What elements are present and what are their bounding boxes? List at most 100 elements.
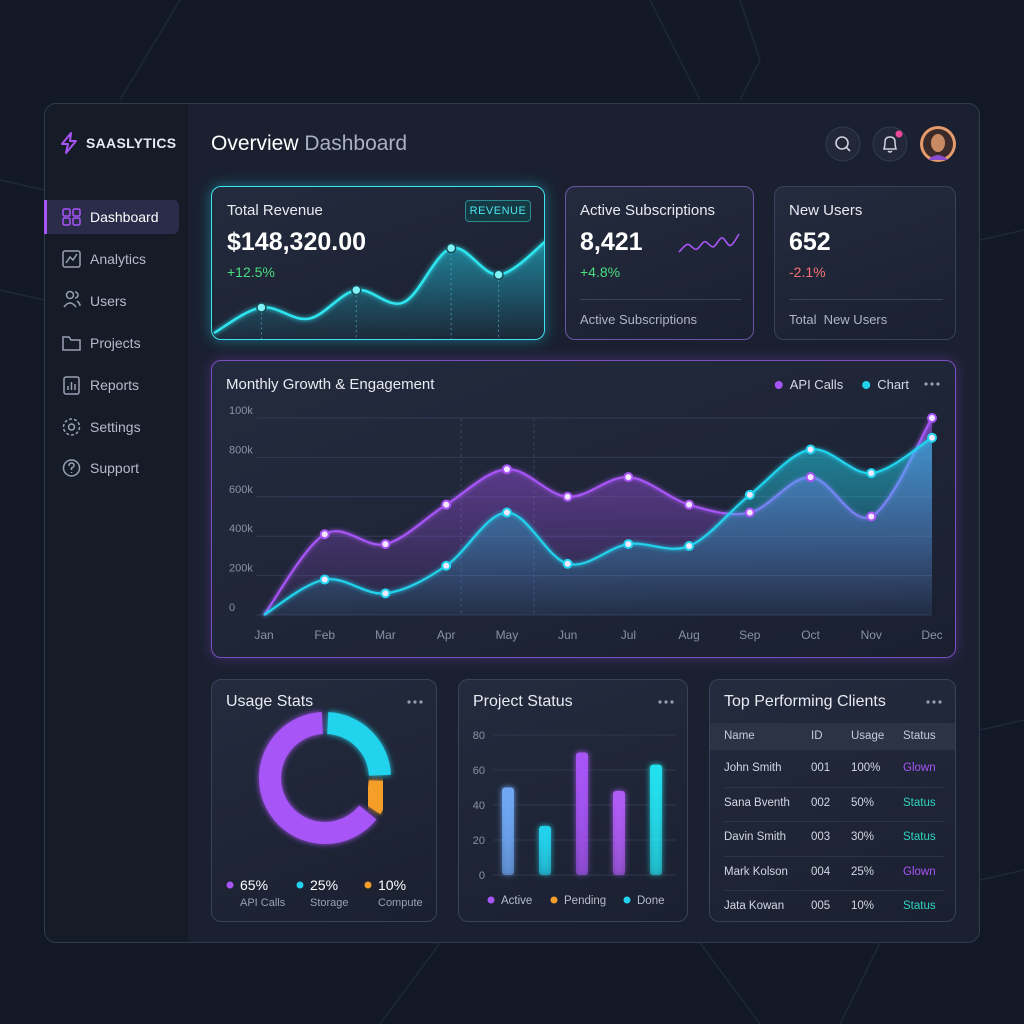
more-menu[interactable] bbox=[658, 700, 674, 704]
y-tick-label: 800k bbox=[229, 444, 253, 456]
nav-item[interactable]: Support bbox=[90, 460, 140, 476]
chart-title: Monthly Growth & Engagement bbox=[226, 376, 435, 393]
y-tick-label: 20 bbox=[473, 835, 485, 847]
series-point bbox=[927, 432, 937, 443]
donut-segment bbox=[326, 712, 391, 777]
table-cell: 001 bbox=[811, 762, 831, 774]
table-cell: 005 bbox=[811, 900, 831, 912]
y-tick-label: 200k bbox=[229, 563, 253, 575]
series-point bbox=[684, 541, 695, 552]
legend-dot bbox=[364, 881, 372, 889]
sparkline-point bbox=[256, 302, 267, 313]
x-tick-label: May bbox=[496, 628, 519, 642]
usage-donut: 65% API Calls 25% Storage 10% Compute bbox=[226, 700, 423, 909]
donut-segment bbox=[259, 712, 377, 844]
nav-item[interactable]: Reports bbox=[90, 377, 140, 393]
y-tick-label: 40 bbox=[473, 800, 485, 812]
table-header-cell: Status bbox=[903, 730, 936, 742]
table-header-cell: Name bbox=[724, 730, 755, 742]
series-point bbox=[501, 507, 512, 518]
table-cell: Status bbox=[903, 831, 936, 843]
title-main: Overview bbox=[211, 132, 299, 155]
card-change: +12.5% bbox=[227, 264, 275, 280]
more-menu-icon[interactable] bbox=[710, 680, 956, 720]
row-divider bbox=[724, 890, 944, 891]
series-point bbox=[501, 464, 512, 475]
x-tick-label: Feb bbox=[314, 628, 335, 642]
divider bbox=[789, 299, 943, 300]
legend-dot bbox=[296, 881, 304, 889]
subscriptions-card: Active Subscriptions 8,421 +4.8% Active … bbox=[565, 186, 754, 340]
subscriptions-sparkline bbox=[678, 233, 740, 253]
divider bbox=[580, 299, 741, 300]
more-menu[interactable] bbox=[924, 382, 940, 386]
nav-item[interactable]: Users bbox=[90, 293, 127, 309]
bar bbox=[502, 787, 514, 875]
series-point bbox=[380, 539, 391, 550]
nav-item[interactable]: Projects bbox=[90, 335, 141, 351]
nav-item[interactable]: Dashboard bbox=[90, 209, 159, 225]
nav-item[interactable]: Analytics bbox=[90, 251, 147, 267]
header-actions bbox=[825, 126, 956, 162]
series-point bbox=[441, 499, 452, 510]
series-point bbox=[441, 560, 452, 571]
nav-item[interactable]: Settings bbox=[90, 419, 141, 435]
y-tick-label: 100k bbox=[229, 405, 253, 417]
legend-label: Chart bbox=[877, 377, 909, 392]
series-point bbox=[380, 588, 391, 599]
legend-dot bbox=[550, 896, 558, 904]
usage-card: 65% API Calls 25% Storage 10% Compute Usage S… bbox=[211, 679, 437, 922]
table-cell: Sana Bventh bbox=[724, 796, 790, 809]
table-cell: 25% bbox=[851, 865, 875, 878]
sparkline bbox=[213, 241, 544, 335]
series-point bbox=[805, 472, 816, 483]
new-users-card: New Users 652 -2.1% Total New Users bbox=[774, 186, 956, 340]
legend-label: Pending bbox=[564, 895, 606, 907]
y-tick-label: 0 bbox=[479, 870, 485, 882]
table-cell: 10% bbox=[851, 900, 875, 912]
x-tick-label: Aug bbox=[678, 628, 699, 642]
table-header-cell: ID bbox=[811, 730, 823, 742]
card-label: New Users bbox=[789, 202, 863, 219]
card-value: $148,320.00 bbox=[227, 228, 367, 256]
series-point bbox=[927, 413, 937, 423]
card-label: Active Subscriptions bbox=[580, 202, 716, 219]
sparkline-area bbox=[214, 242, 544, 339]
series-point bbox=[319, 574, 330, 585]
series-point bbox=[562, 558, 573, 569]
legend-label: Storage bbox=[310, 897, 349, 909]
series-point bbox=[744, 489, 755, 500]
nav-active-bg bbox=[44, 200, 179, 234]
legend-label: Active bbox=[501, 895, 532, 907]
x-tick-label: Jun bbox=[558, 628, 577, 642]
series-point bbox=[684, 499, 695, 510]
sparkline bbox=[678, 233, 740, 253]
series-point bbox=[744, 507, 755, 518]
table-cell: Davin Smith bbox=[724, 831, 786, 843]
table-cell: Jata Kowan bbox=[724, 900, 785, 912]
card-change: +4.8% bbox=[580, 264, 621, 280]
sparkline-point bbox=[351, 284, 362, 296]
table-cell: 50% bbox=[851, 796, 875, 809]
legend-dot bbox=[487, 896, 495, 904]
card-value: 652 bbox=[789, 228, 831, 256]
x-tick-label: Oct bbox=[801, 628, 820, 642]
card-footer: Total New Users bbox=[789, 312, 888, 327]
bar bbox=[650, 764, 662, 875]
x-tick-label: Apr bbox=[437, 628, 456, 642]
series-point bbox=[562, 491, 573, 502]
y-tick-label: 400k bbox=[229, 523, 253, 535]
series-point bbox=[866, 511, 877, 522]
more-menu[interactable] bbox=[407, 700, 423, 704]
growth-chart: 0 200k 400k 600k 800k 100k Jan Feb Mar Apr May Jun J… bbox=[229, 377, 943, 642]
card-badge: REVENUE bbox=[465, 200, 531, 222]
x-tick-label: Jul bbox=[621, 628, 636, 642]
series-point bbox=[866, 468, 877, 479]
legend-label: API Calls bbox=[240, 897, 286, 909]
brand-logo bbox=[61, 132, 77, 154]
table-cell: 002 bbox=[811, 796, 831, 809]
nav-icons bbox=[62, 208, 81, 477]
search-button[interactable] bbox=[825, 126, 861, 162]
table-cell: Mark Kolson bbox=[724, 865, 788, 878]
